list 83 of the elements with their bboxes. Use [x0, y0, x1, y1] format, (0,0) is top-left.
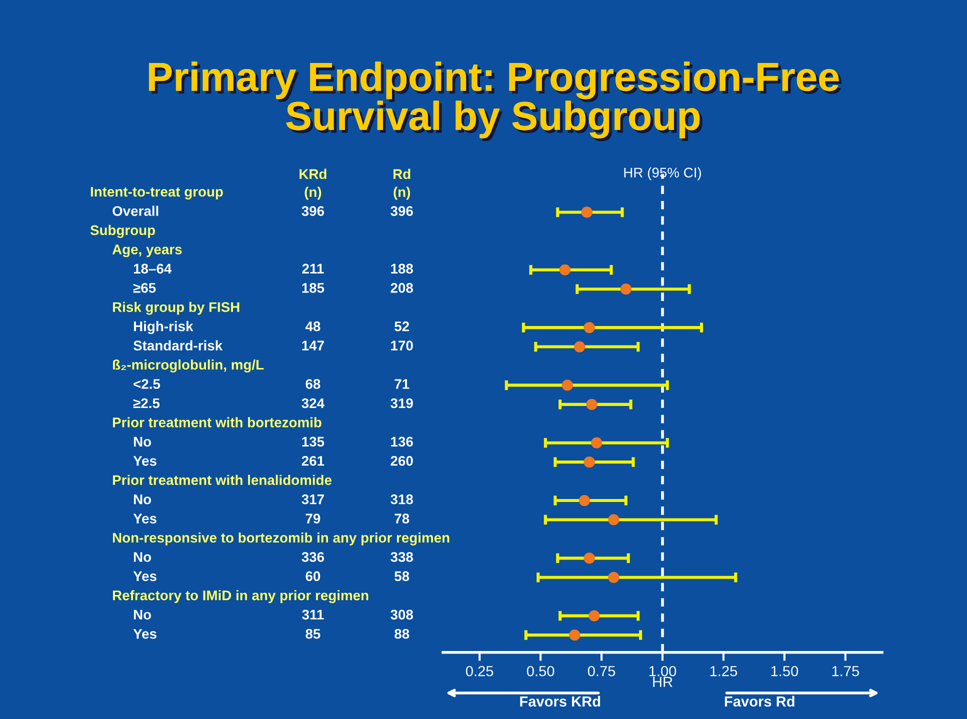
- data-label: 135: [302, 436, 324, 447]
- data-label: 260: [390, 456, 413, 466]
- category-label: Intent-to-treat group: [90, 186, 223, 200]
- category-label: ß₂-microglobulin, mg/L: [113, 359, 264, 372]
- category-label: Age, years: [112, 244, 182, 258]
- data-label: 58: [394, 571, 410, 582]
- x-tick-label: 1.75: [832, 666, 859, 676]
- data-label: 79: [306, 514, 320, 524]
- data-label: 85: [306, 628, 320, 639]
- category-label: High-risk: [134, 321, 194, 334]
- x-tick-label: 1.00: [649, 666, 676, 676]
- point: [569, 630, 580, 641]
- category-label: ≥65: [133, 282, 156, 293]
- data-label: 336: [302, 552, 324, 562]
- point: [559, 264, 570, 276]
- chart-title: HR (95% CI): [624, 167, 701, 180]
- data-label: 60: [306, 571, 320, 582]
- text: Primary Endpoint: Progression-Free Survival by Subgroup: [148, 62, 842, 142]
- point: [584, 322, 595, 334]
- data-label: 78: [394, 514, 410, 524]
- category-label: Yes: [133, 629, 156, 639]
- category-label: No: [134, 610, 152, 620]
- data-label: 208: [390, 282, 414, 293]
- point: [586, 398, 598, 410]
- point: [578, 494, 590, 506]
- text: Favors Rd: [724, 696, 794, 707]
- text: Favors KRd: [520, 696, 600, 707]
- point: [574, 341, 586, 352]
- data-label: 317: [302, 494, 324, 504]
- x-tick-label: 0.50: [526, 666, 554, 676]
- data-label: 318: [390, 494, 414, 504]
- data-label: 211: [302, 264, 324, 274]
- category-label: 18–64: [134, 264, 172, 274]
- data-label: 185: [302, 282, 324, 293]
- category-label: Subgroup: [90, 224, 156, 238]
- category-label: No: [134, 436, 152, 447]
- category-label: Risk group by FISH: [112, 302, 240, 315]
- data-label: 311: [302, 610, 324, 620]
- data-label: 324: [302, 398, 324, 408]
- category-label: Standard-risk: [133, 340, 223, 350]
- point: [608, 572, 620, 583]
- category-label: <2.5: [134, 379, 160, 389]
- data-label: 52: [394, 321, 410, 332]
- category-label: Yes: [133, 571, 156, 582]
- data-label: 261: [302, 456, 324, 466]
- point: [608, 514, 620, 526]
- data-label: 48: [305, 321, 320, 332]
- data-label: 71: [394, 379, 410, 389]
- text: Rd (n): [394, 168, 410, 200]
- category-label: No: [134, 552, 152, 562]
- x-axis-title: HR: [653, 676, 672, 687]
- point: [562, 380, 573, 391]
- point: [620, 284, 632, 295]
- category-label: No: [134, 494, 152, 504]
- x-tick-label: 0.75: [588, 666, 616, 676]
- text: KRd (n): [300, 168, 326, 200]
- data-label: 319: [390, 398, 413, 408]
- category-label: Overall: [112, 206, 158, 216]
- data-label: 170: [391, 340, 413, 350]
- point: [584, 456, 595, 468]
- data-label: 396: [302, 206, 324, 216]
- category-label: Yes: [133, 514, 156, 524]
- category-label: Yes: [133, 456, 156, 466]
- category-label: Prior treatment with lenalidomide: [112, 474, 332, 486]
- x-tick-label: 1.25: [710, 666, 738, 676]
- point: [588, 610, 600, 622]
- data-label: 68: [306, 379, 320, 389]
- data-label: 338: [390, 552, 414, 562]
- point: [584, 552, 595, 564]
- category-label: Refractory to IMiD in any prior regimen: [112, 590, 368, 604]
- data-label: 88: [394, 628, 410, 639]
- x-tick-label: 1.50: [771, 666, 798, 676]
- data-label: 147: [302, 340, 324, 350]
- data-label: 396: [390, 206, 413, 216]
- data-label: 188: [391, 264, 414, 274]
- category-label: Non-responsive to bortezomib in any prior regimen: [112, 532, 450, 546]
- category-label: Prior treatment with bortezomib: [112, 417, 322, 428]
- category-label: ≥2.5: [133, 398, 160, 408]
- point: [581, 206, 592, 218]
- data-label: 136: [391, 436, 413, 447]
- data-label: 308: [390, 610, 414, 620]
- point: [591, 437, 602, 448]
- x-tick-label: 0.25: [466, 666, 494, 676]
